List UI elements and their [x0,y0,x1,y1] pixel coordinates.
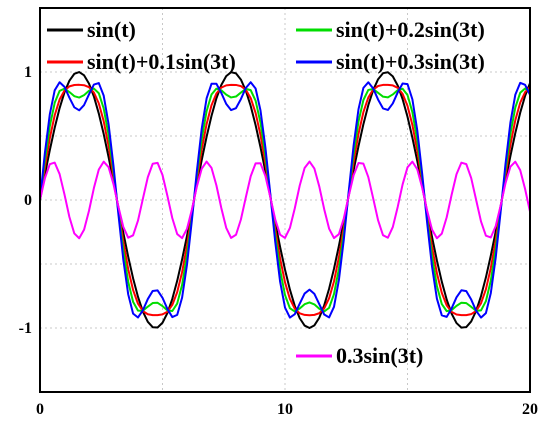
legend-label: sin(t) [87,17,136,42]
series-line-3 [39,81,531,319]
series-layer [39,71,531,329]
legend-label: sin(t)+0.1sin(3t) [87,49,236,74]
x-tick-label: 0 [36,401,44,418]
legend: sin(t) sin(t)+0.1sin(3t) sin(t)+0.2sin(3t)… [47,17,485,368]
legend-entry-1: sin(t)+0.1sin(3t) [47,49,236,74]
x-tick-label: 10 [277,401,293,418]
legend-entry-2: sin(t)+0.2sin(3t) [296,17,485,42]
legend-label: sin(t)+0.2sin(3t) [336,17,485,42]
legend-entry-3: sin(t)+0.3sin(3t) [296,49,485,74]
legend-label: sin(t)+0.3sin(3t) [336,49,485,74]
x-tick-label: 20 [522,401,538,418]
series-line-4 [39,160,531,240]
legend-label: 0.3sin(3t) [336,343,423,368]
legend-entry-4: 0.3sin(3t) [296,343,423,368]
plot-frame [39,7,531,393]
legend-entry-0: sin(t) [47,17,136,42]
y-tick-label: -1 [19,320,32,337]
y-tick-label: 0 [24,192,32,209]
grid [40,8,530,392]
y-tick-label: 1 [24,64,32,81]
